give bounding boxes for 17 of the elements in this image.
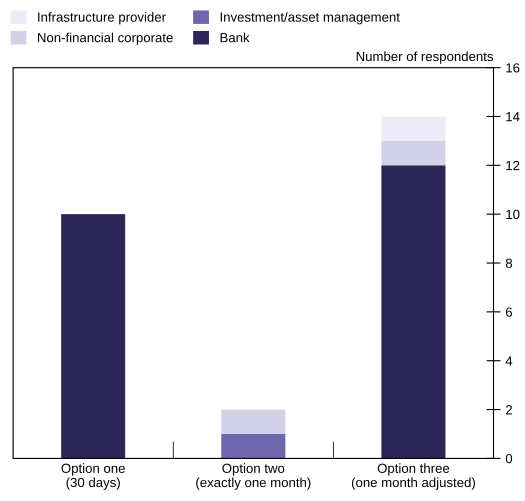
y-tick-label: 14 xyxy=(506,112,520,122)
legend-label: Infrastructure provider xyxy=(38,12,166,24)
y-tick-label: 4 xyxy=(506,356,512,366)
legend-label: Non-financial corporate xyxy=(38,32,173,45)
x-tick-label: Option two (exactly one month) xyxy=(196,463,310,490)
x-tick-label: Option one (30 days) xyxy=(62,463,125,490)
legend-label: Bank xyxy=(220,32,250,42)
y-tick-label: 8 xyxy=(506,258,512,268)
y-tick-label: 16 xyxy=(506,63,520,73)
legend-label: Investment/asset management xyxy=(220,12,400,24)
y-tick-label: 6 xyxy=(506,307,512,317)
x-tick-label: Option three (one month adjusted) xyxy=(352,463,475,490)
y-tick-label: 2 xyxy=(506,405,512,414)
y-tick-label: 0 xyxy=(506,454,512,464)
y-tick-label: 10 xyxy=(506,210,520,220)
y-tick-label: 12 xyxy=(506,160,520,170)
y-axis-title: Number of respondents xyxy=(356,51,494,64)
